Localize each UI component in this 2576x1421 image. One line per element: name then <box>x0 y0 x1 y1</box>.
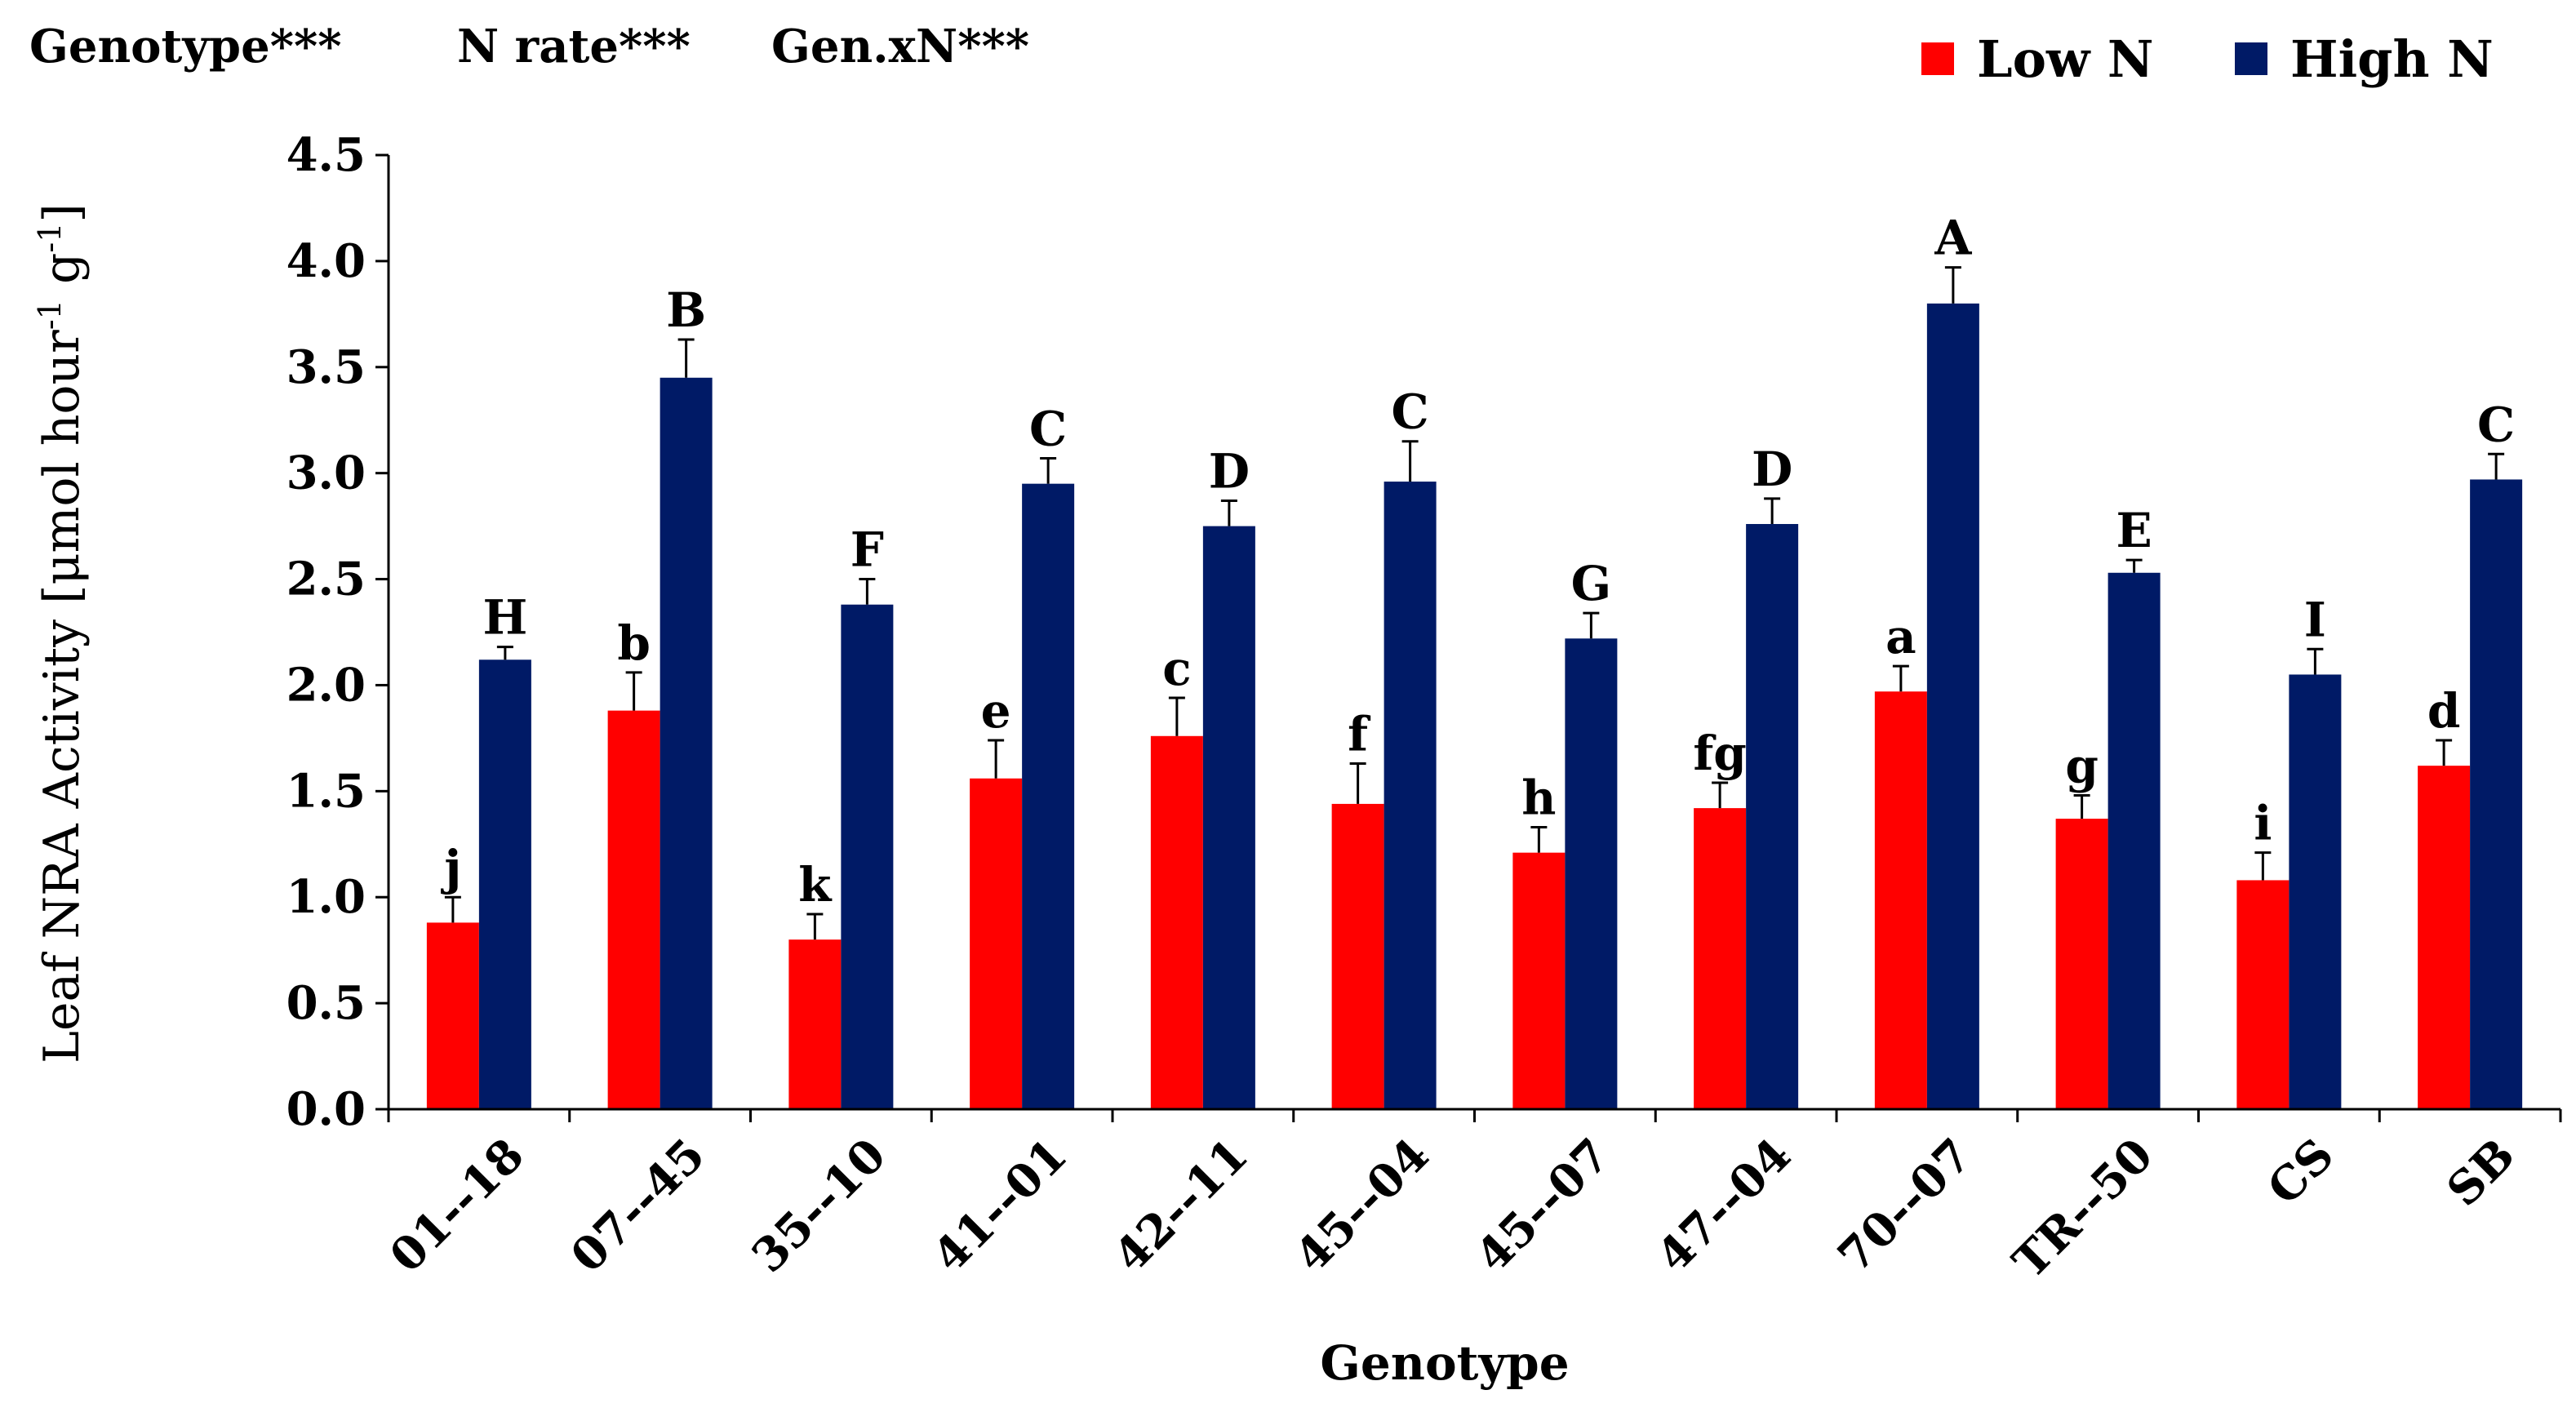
y-tick-label: 1.0 <box>286 870 366 924</box>
significance-letter: a <box>1885 609 1916 664</box>
x-tick-label: 01--18 <box>380 1128 535 1283</box>
significance-letter: i <box>2254 796 2272 851</box>
significance-letter: fg <box>1693 726 1747 781</box>
bar <box>841 604 894 1109</box>
bar <box>2289 674 2342 1109</box>
significance-letter: D <box>1752 442 1792 497</box>
stats-gen-x-n: Gen.xN*** <box>771 20 1029 73</box>
bars: j H b Bk Fe Cc Df Ch Gfg Da Ag Ei Id C <box>426 211 2523 1109</box>
significance-letter: I <box>2304 592 2326 647</box>
bar <box>1926 303 1979 1109</box>
y-tick-label: 1.5 <box>286 764 366 818</box>
y-tick-label: 4.5 <box>286 128 366 182</box>
significance-letter: D <box>1209 443 1250 499</box>
bar <box>660 377 713 1109</box>
bar <box>1565 638 1618 1109</box>
x-axis-label: Genotype <box>1320 1335 1569 1391</box>
bar <box>1383 482 1437 1109</box>
bar <box>1022 483 1075 1109</box>
significance-letter: g <box>2065 739 2099 794</box>
bar <box>478 659 531 1109</box>
bar <box>1746 524 1799 1109</box>
x-tick-label: 35--10 <box>742 1128 897 1283</box>
significance-letter: H <box>482 590 527 646</box>
y-axis-label-mid: g <box>33 253 91 300</box>
significance-letter: G <box>1571 556 1612 611</box>
legend-swatch-low-n <box>1921 42 1954 75</box>
y-tick-label: 2.0 <box>286 658 366 712</box>
y-axis-label-prefix: Leaf NRA Activity [μmol hour <box>33 330 91 1064</box>
bar <box>2236 880 2290 1109</box>
y-tick-label: 0.0 <box>286 1082 366 1136</box>
bar <box>2418 766 2471 1109</box>
stats-n-rate: N rate*** <box>457 20 691 73</box>
bar <box>1874 691 1927 1109</box>
y-axis-ticks: 0.0 0.5 1.0 1.5 2.0 2.5 3.0 3.5 4.0 4.5 <box>286 128 389 1136</box>
bar <box>788 939 842 1109</box>
significance-letter: c <box>1162 641 1191 696</box>
significance-letter: f <box>1348 707 1371 762</box>
significance-letter: k <box>798 857 833 913</box>
axes <box>387 155 2560 1111</box>
y-tick-label: 2.5 <box>286 553 366 606</box>
y-tick-label: 4.0 <box>286 234 366 288</box>
significance-letter: h <box>1521 770 1556 825</box>
y-axis-label-suffix: ] <box>33 203 91 222</box>
x-tick-label: 42--11 <box>1104 1128 1259 1283</box>
x-tick-label: 47--04 <box>1646 1128 1801 1283</box>
x-tick-label: 41--01 <box>922 1128 1077 1283</box>
y-axis-label: Leaf NRA Activity [μmol hour-1 g-1] <box>32 203 91 1064</box>
x-tick-label: 70--07 <box>1828 1128 1983 1283</box>
bar <box>426 922 479 1109</box>
bar <box>607 710 660 1109</box>
bar <box>1150 735 1203 1109</box>
y-tick-label: 0.5 <box>286 976 366 1030</box>
bar <box>1512 852 1566 1109</box>
bar <box>1202 526 1255 1109</box>
significance-letter: E <box>2116 503 2152 558</box>
significance-letter: A <box>1934 211 1972 266</box>
bar <box>2055 819 2108 1109</box>
stats-header: Genotype*** N rate*** Gen.xN*** <box>29 20 1029 73</box>
significance-letter: e <box>981 683 1011 739</box>
y-axis-label-sup2: -1 <box>32 223 68 253</box>
significance-letter: d <box>2427 683 2461 739</box>
x-tick-label: 07--45 <box>561 1128 716 1283</box>
legend-label-high-n: High N <box>2290 29 2494 89</box>
bar <box>1694 808 1747 1109</box>
x-tick-label: CS <box>2257 1128 2344 1215</box>
bar <box>2470 479 2523 1109</box>
significance-letter: b <box>617 615 651 671</box>
significance-letter: j <box>440 840 461 895</box>
x-axis-ticks: 01--18 07--45 35--10 41--01 42--11 45--04 45--… <box>380 1109 2562 1289</box>
x-tick-label: SB <box>2436 1128 2525 1217</box>
significance-letter: F <box>851 522 884 578</box>
bar <box>2107 572 2161 1109</box>
y-tick-label: 3.0 <box>286 446 366 500</box>
significance-letter: C <box>2477 397 2515 452</box>
legend-swatch-high-n <box>2235 42 2267 75</box>
x-tick-label: TR--50 <box>2003 1128 2164 1289</box>
legend: Low N High N <box>1921 29 2494 89</box>
bar <box>1331 803 1384 1109</box>
bar <box>970 778 1023 1109</box>
stats-genotype: Genotype*** <box>29 20 342 73</box>
y-tick-label: 3.5 <box>286 340 366 394</box>
x-tick-label: 45--04 <box>1285 1128 1440 1283</box>
significance-letter: B <box>666 282 706 338</box>
significance-letter: C <box>1392 384 1429 440</box>
x-tick-label: 45--07 <box>1466 1128 1621 1283</box>
significance-letter: C <box>1029 401 1067 456</box>
legend-label-low-n: Low N <box>1977 29 2154 89</box>
y-axis-label-sup1: -1 <box>32 300 68 330</box>
